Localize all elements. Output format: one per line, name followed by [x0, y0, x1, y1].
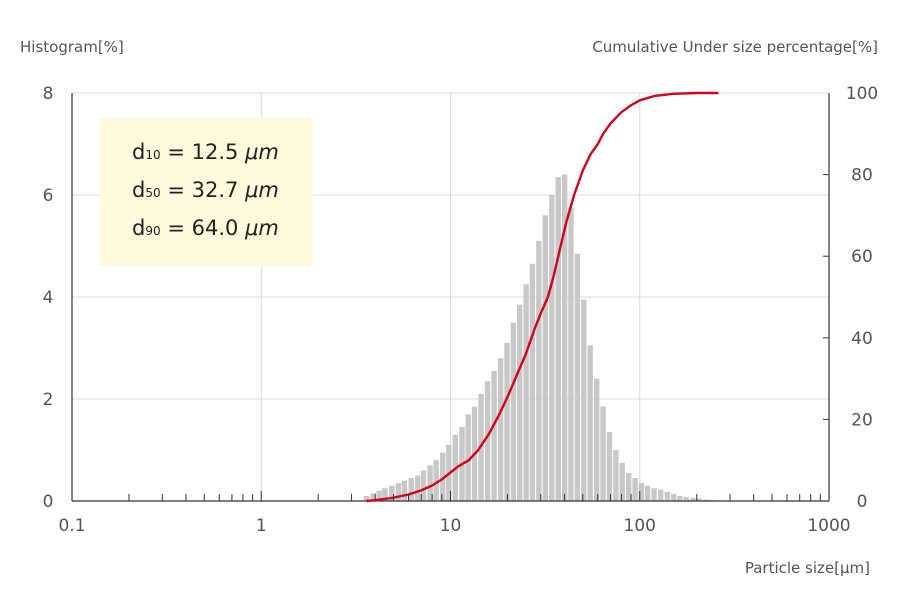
histogram-bar	[561, 174, 568, 501]
histogram-bar	[644, 485, 651, 501]
histogram-bar	[401, 480, 407, 501]
x-tick-label: 10	[440, 516, 462, 536]
histogram-bar	[382, 488, 388, 501]
d50-equals: =	[167, 178, 185, 202]
d90-equals: =	[167, 216, 185, 240]
d10-equals: =	[167, 140, 185, 164]
histogram-bar	[420, 470, 427, 501]
histogram-bar	[523, 284, 529, 501]
histogram-bar	[363, 495, 370, 501]
percentile-note-box: d10 = 12.5 μm d50 = 32.7 μm d90 = 64.0 μ…	[100, 118, 313, 266]
d10-subscript: 10	[145, 148, 161, 162]
histogram-bar	[587, 345, 593, 501]
histogram-bar	[440, 452, 446, 501]
histogram-bar	[395, 483, 402, 501]
d10-line: d10 = 12.5 μm	[132, 140, 279, 164]
d90-subscript: 90	[145, 224, 161, 238]
histogram-bar	[536, 240, 542, 501]
histogram-bar	[638, 483, 645, 501]
histogram-bar	[491, 370, 497, 501]
histogram-bar	[516, 304, 523, 501]
histogram-bar	[484, 381, 491, 501]
histogram-bar	[465, 414, 471, 501]
histogram-bar	[651, 488, 657, 501]
y-left-tick-label: 8	[43, 84, 54, 104]
histogram-bar	[389, 485, 395, 501]
d90-line: d90 = 64.0 μm	[132, 216, 279, 240]
y-left-tick-label: 0	[43, 492, 54, 512]
cumulative-curve	[366, 91, 719, 503]
histogram-bars	[363, 174, 722, 501]
histogram-bar	[696, 498, 702, 501]
histogram-bar	[529, 263, 536, 501]
x-tick-label: 1000	[807, 516, 850, 536]
histogram-bar	[376, 490, 382, 501]
histogram-bar	[593, 378, 600, 501]
x-axis-title: Particle size[µm]	[745, 559, 870, 577]
d50-unit: μm	[245, 178, 279, 202]
histogram-bar	[555, 177, 561, 501]
d50-value: 32.7	[191, 178, 239, 202]
histogram-bar	[683, 496, 689, 501]
histogram-bar	[606, 432, 613, 501]
histogram-bar	[542, 215, 549, 501]
histogram-bar	[370, 493, 376, 501]
x-tick-label: 0.1	[58, 516, 85, 536]
histogram-bar	[581, 299, 587, 501]
y-left-axis-title: Histogram[%]	[20, 38, 124, 56]
histogram-bar	[670, 493, 677, 501]
d10-value: 12.5	[191, 140, 239, 164]
d90-value: 64.0	[191, 216, 239, 240]
histogram-bar	[619, 462, 625, 501]
histogram-bar	[408, 478, 414, 501]
y-right-tick-label: 0	[857, 492, 868, 512]
d50-line: d50 = 32.7 μm	[132, 178, 279, 202]
histogram-bar	[702, 499, 709, 501]
d90-unit: μm	[245, 216, 279, 240]
histogram-bar	[497, 358, 504, 501]
histogram-bar	[504, 342, 510, 501]
y-right-axis-title: Cumulative Under size percentage[%]	[592, 38, 878, 56]
y-right-tick-label: 80	[851, 166, 873, 186]
histogram-bar	[632, 478, 638, 501]
cumulative-curve-group	[366, 91, 719, 503]
y-right-tick-label: 40	[851, 329, 873, 349]
d50-label: d	[132, 178, 146, 202]
y-left-tick-label: 2	[43, 390, 54, 410]
histogram-bar	[414, 475, 421, 501]
histogram-bar	[657, 489, 664, 501]
histogram-bar	[600, 406, 606, 501]
histogram-bar	[625, 472, 632, 501]
y-right-tick-label: 100	[846, 84, 878, 104]
histogram-bar	[568, 207, 574, 501]
x-tick-label: 100	[624, 516, 656, 536]
y-right-tick-label: 20	[851, 410, 873, 430]
histogram-bar	[427, 465, 433, 501]
histogram-bar	[677, 495, 683, 501]
y-right-tick-label: 60	[851, 247, 873, 267]
histogram-bar	[510, 322, 517, 501]
y-left-tick-label: 6	[43, 186, 54, 206]
d10-label: d	[132, 140, 146, 164]
histogram-bar	[549, 195, 555, 501]
histogram-bar	[664, 491, 671, 501]
histogram-bar	[433, 460, 439, 501]
histogram-bar	[574, 253, 581, 501]
histogram-bar	[690, 497, 696, 501]
d10-unit: μm	[245, 140, 279, 164]
d50-subscript: 50	[145, 186, 161, 200]
x-tick-label: 1	[256, 516, 267, 536]
y-left-tick-label: 4	[43, 288, 54, 308]
histogram-bar	[613, 450, 619, 501]
d90-label: d	[132, 216, 146, 240]
